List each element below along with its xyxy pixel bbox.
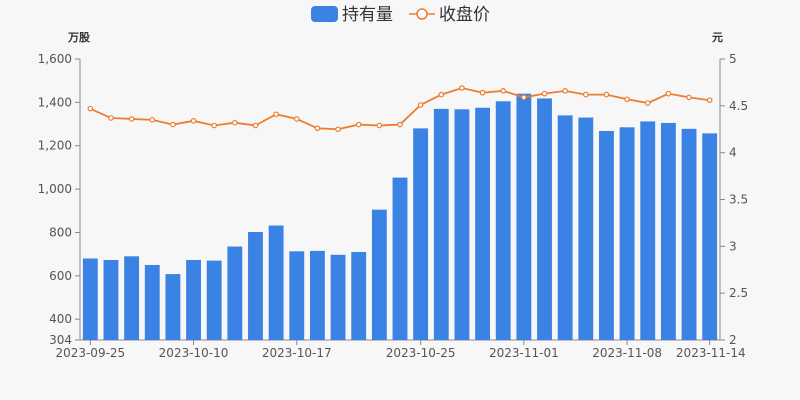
right-axis-ticks: 2 2.5 3 3.5 4 4.5 5	[720, 52, 748, 347]
price-point[interactable]	[417, 102, 424, 108]
holdings-bar[interactable]	[433, 108, 449, 341]
holdings-bar[interactable]	[557, 115, 573, 341]
price-point[interactable]	[686, 94, 692, 101]
left-tick-label: 1,400	[38, 95, 72, 109]
price-point[interactable]	[87, 105, 94, 112]
holdings-bar[interactable]	[660, 122, 676, 341]
price-point[interactable]	[170, 121, 176, 128]
legend-label-holdings: 持有量	[342, 5, 393, 25]
legend-label-price: 收盘价	[439, 5, 490, 25]
price-point[interactable]	[273, 111, 279, 118]
price-line-group	[87, 85, 713, 133]
price-point[interactable]	[541, 90, 548, 97]
price-point[interactable]	[438, 91, 445, 98]
left-axis-unit: 万股	[67, 31, 91, 44]
price-point[interactable]	[644, 100, 651, 106]
holdings-bar[interactable]	[248, 232, 263, 340]
holdings-bar[interactable]	[495, 101, 511, 340]
x-tick-label: 2023-09-25	[55, 346, 125, 360]
holdings-bar[interactable]	[124, 256, 140, 340]
price-point[interactable]	[583, 91, 589, 98]
holdings-bars	[82, 93, 718, 341]
left-tick-label: 800	[49, 225, 72, 239]
price-point[interactable]	[603, 91, 610, 98]
holdings-bar[interactable]	[640, 121, 656, 340]
right-tick-label: 2.5	[729, 286, 748, 300]
left-axis-ticks: 304 400 600 800 1,000 1,200 1,400 1,600	[38, 52, 80, 347]
holdings-bar[interactable]	[702, 133, 718, 340]
holdings-bar[interactable]	[578, 117, 594, 340]
holdings-bar[interactable]	[681, 128, 697, 340]
holdings-bar[interactable]	[599, 130, 614, 340]
price-point[interactable]	[562, 88, 568, 94]
price-point[interactable]	[108, 115, 114, 121]
price-point[interactable]	[232, 119, 238, 126]
x-axis-ticks: 2023-09-25 2023-10-10 2023-10-17 2023-10-25…	[55, 340, 746, 360]
legend-swatch-holdings	[311, 6, 338, 22]
right-tick-label: 2	[729, 333, 737, 347]
price-point[interactable]	[355, 121, 362, 128]
holdings-bar[interactable]	[371, 209, 387, 340]
holdings-bar[interactable]	[516, 93, 532, 340]
holdings-bar[interactable]	[309, 250, 325, 340]
price-point[interactable]	[500, 88, 507, 94]
holdings-bar[interactable]	[227, 246, 243, 340]
price-point[interactable]	[211, 122, 217, 129]
holdings-bar[interactable]	[144, 264, 160, 340]
holdings-bar[interactable]	[330, 254, 346, 340]
right-tick-label: 5	[729, 52, 737, 66]
price-point[interactable]	[376, 122, 383, 129]
holdings-bar[interactable]	[413, 128, 429, 340]
right-axis-unit: 元	[712, 31, 723, 44]
x-tick-label: 2023-10-10	[159, 346, 229, 360]
holdings-bar[interactable]	[454, 109, 470, 340]
right-tick-label: 3	[729, 239, 737, 253]
x-tick-label: 2023-10-25	[386, 346, 456, 360]
x-tick-label: 2023-11-01	[489, 346, 559, 360]
holdings-bar[interactable]	[82, 258, 98, 340]
holdings-bar[interactable]	[475, 107, 491, 340]
holdings-bar[interactable]	[206, 260, 222, 340]
price-point[interactable]	[479, 89, 486, 96]
x-tick-label: 2023-11-08	[592, 346, 662, 360]
price-point[interactable]	[293, 116, 300, 122]
left-tick-label: 1,600	[38, 52, 72, 66]
right-tick-label: 4.5	[729, 99, 748, 113]
price-point[interactable]	[190, 118, 197, 124]
right-tick-label: 4	[729, 146, 737, 160]
holdings-bar[interactable]	[268, 225, 284, 340]
left-tick-label: 600	[49, 269, 72, 283]
left-tick-label: 304	[49, 333, 72, 347]
x-tick-label: 2023-10-17	[262, 346, 332, 360]
holdings-bar[interactable]	[103, 259, 119, 340]
price-point[interactable]	[706, 97, 713, 104]
price-point[interactable]	[665, 90, 672, 97]
holdings-bar[interactable]	[619, 127, 635, 340]
holdings-bar[interactable]	[392, 177, 408, 340]
legend[interactable]: 持有量 收盘价	[311, 5, 490, 25]
holdings-bar[interactable]	[537, 98, 552, 341]
holdings-bar[interactable]	[351, 251, 367, 340]
price-point[interactable]	[252, 122, 259, 129]
price-point[interactable]	[521, 94, 527, 101]
price-point[interactable]	[128, 116, 135, 122]
left-tick-label: 1,000	[38, 182, 72, 196]
price-point[interactable]	[624, 96, 630, 103]
holdings-bar[interactable]	[289, 251, 305, 340]
price-point[interactable]	[397, 121, 403, 128]
price-point[interactable]	[459, 85, 465, 91]
holdings-bar[interactable]	[165, 274, 181, 340]
price-point[interactable]	[335, 126, 341, 133]
price-point[interactable]	[149, 117, 156, 123]
holdings-bar[interactable]	[186, 259, 201, 340]
legend-marker-price	[416, 8, 428, 20]
x-tick-label: 2023-11-14	[676, 346, 746, 360]
left-tick-label: 400	[49, 312, 72, 326]
price-point[interactable]	[314, 125, 321, 132]
left-tick-label: 1,200	[38, 139, 72, 153]
right-tick-label: 3.5	[729, 193, 748, 207]
